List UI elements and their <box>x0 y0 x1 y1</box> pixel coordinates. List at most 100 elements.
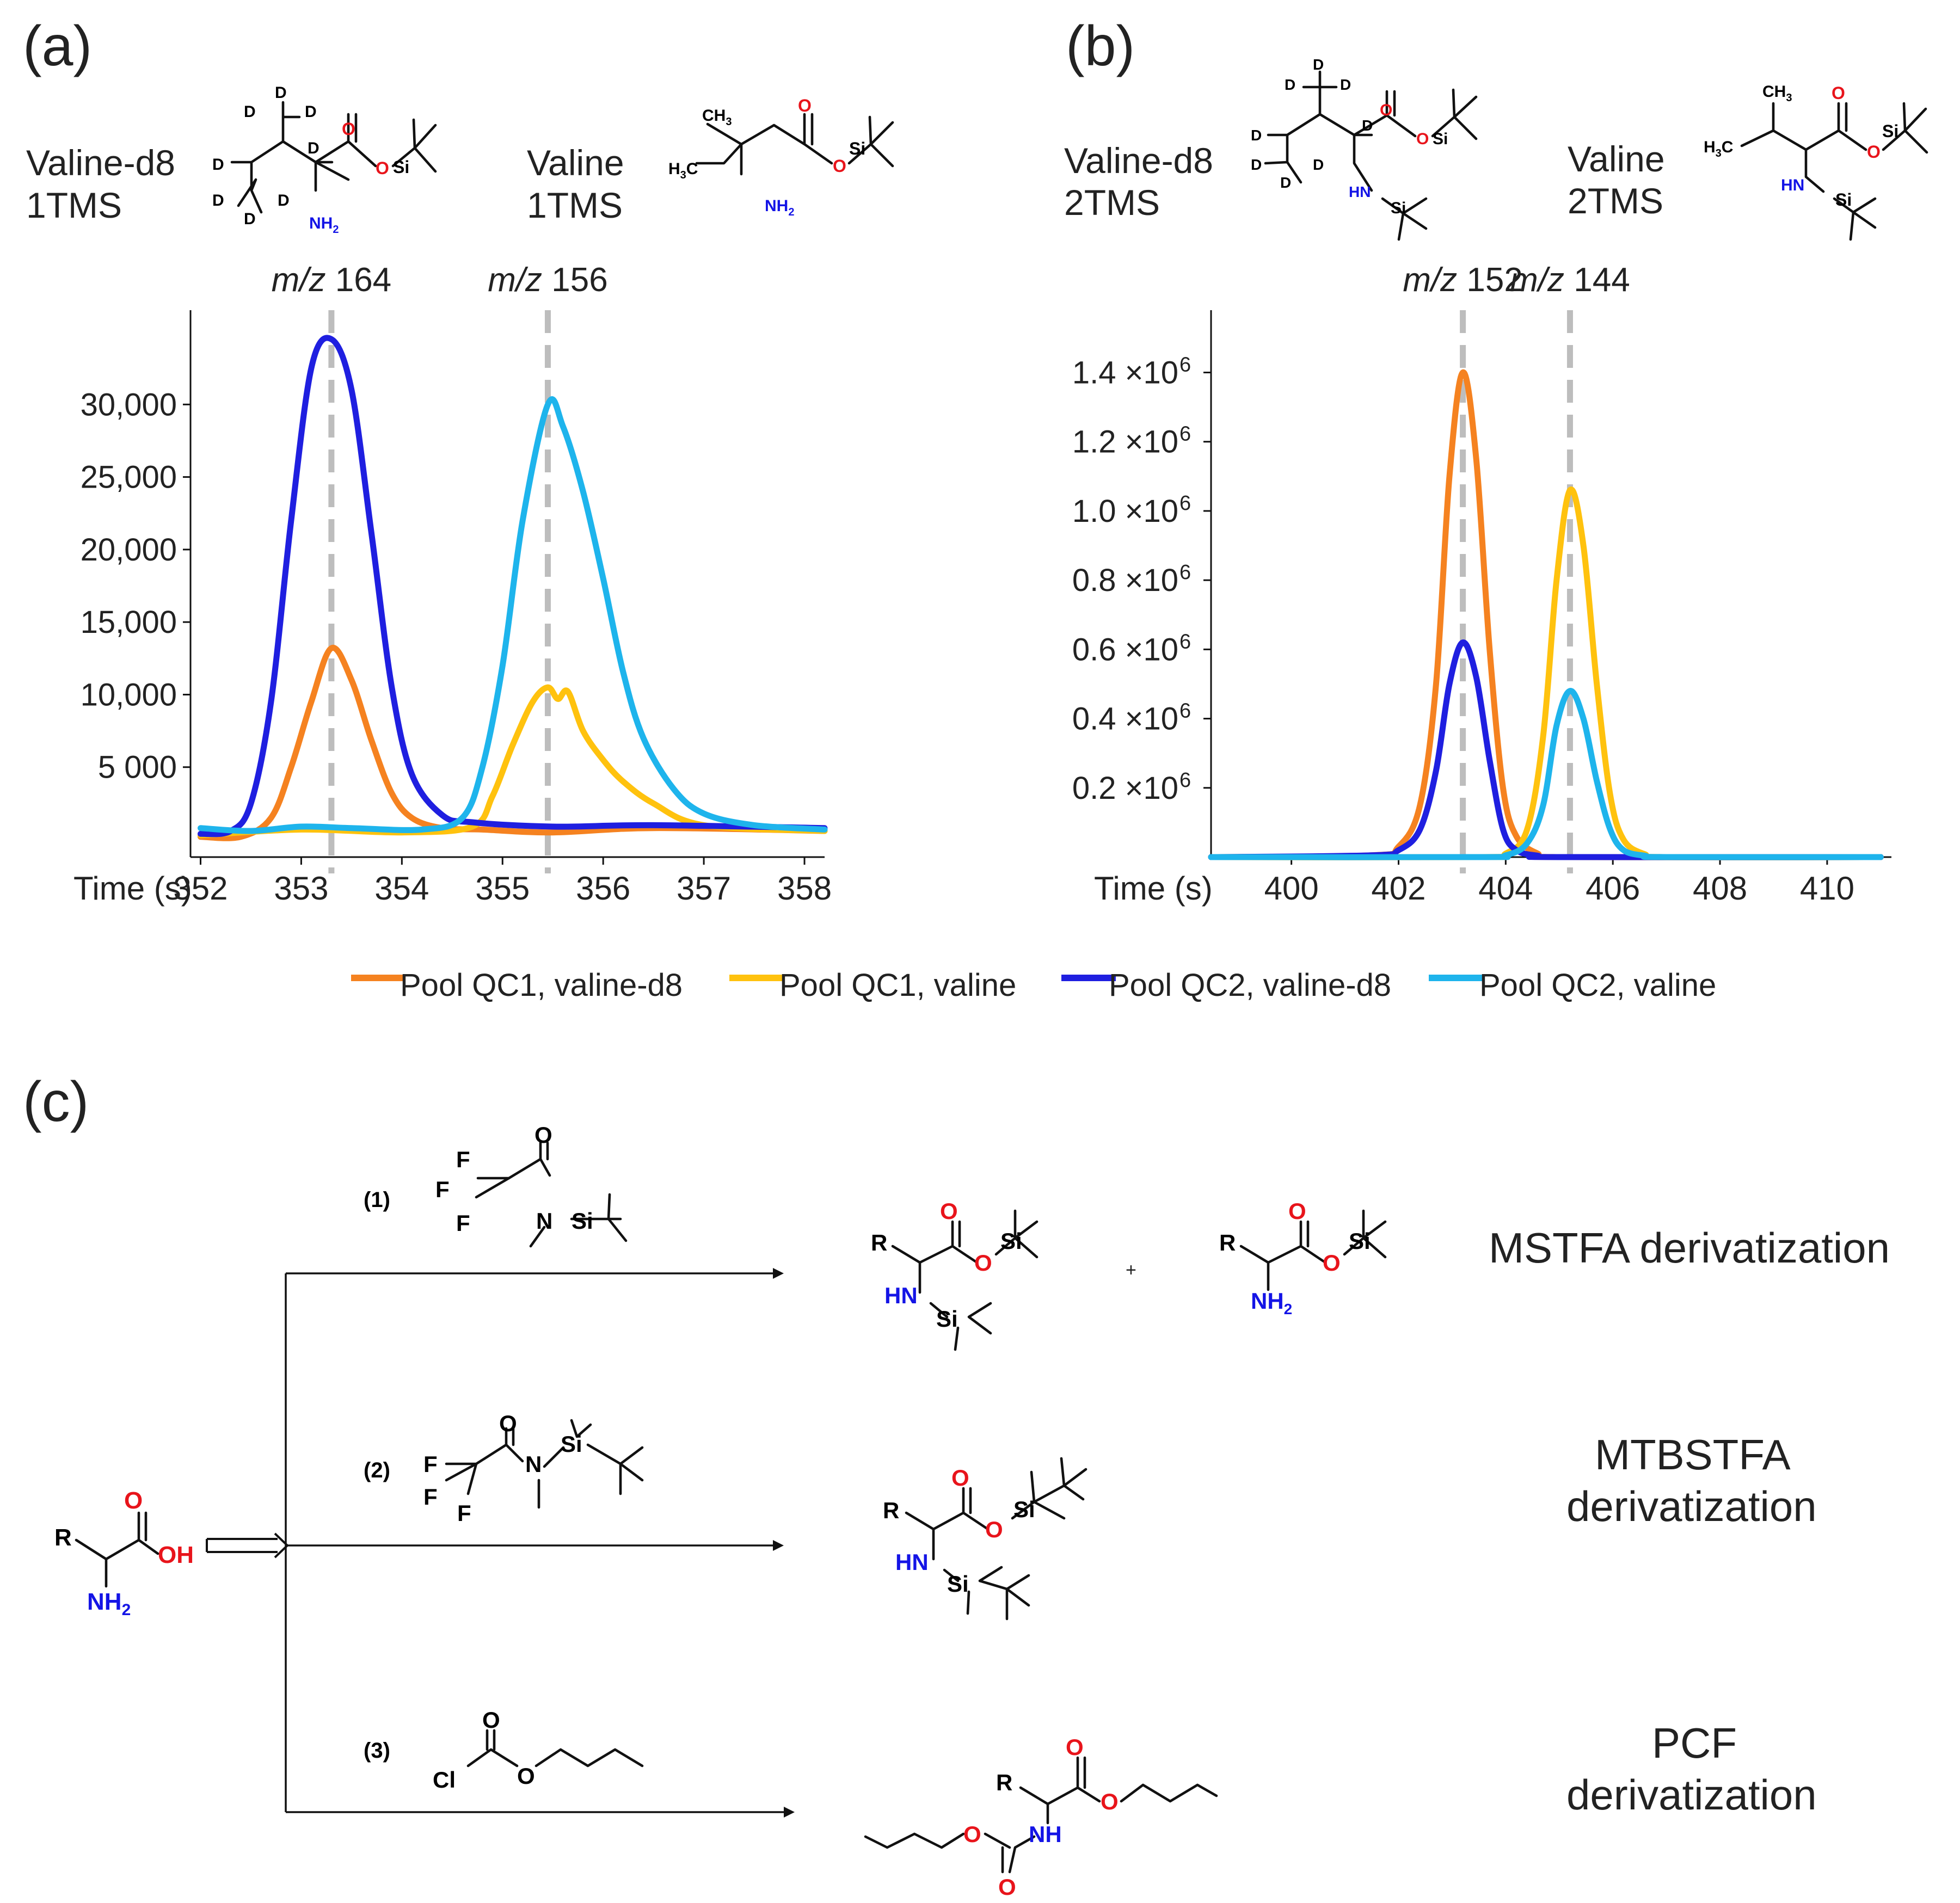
atom-o: O <box>798 96 812 115</box>
atom-d: D <box>278 192 290 210</box>
atom-si: Si <box>1349 1228 1371 1254</box>
atom-h3c: H3C <box>1704 138 1733 159</box>
atom-hn: HN <box>895 1549 929 1575</box>
reagent-mtbstfa: F F F O N Si <box>423 1411 644 1526</box>
series-line <box>198 335 828 837</box>
atom-hn: HN <box>884 1283 918 1308</box>
y-tick-label: 25,000 <box>81 460 177 495</box>
reaction-arrows <box>206 1268 795 1818</box>
x-tick-label: 404 <box>1478 870 1533 907</box>
atom-si: Si <box>1000 1228 1022 1254</box>
y-tick-exponent: 6 <box>1179 561 1191 584</box>
structure-valine-d8-1tms: D D D D D D D D O O Si NH2 <box>212 84 437 236</box>
legend-label: Pool QC2, valine <box>1479 968 1716 1003</box>
y-tick-exponent: 6 <box>1179 353 1191 376</box>
series-line <box>1208 688 1884 860</box>
y-tick-label: 1.2 ×10 <box>1072 424 1178 460</box>
atom-d: D <box>1340 76 1351 93</box>
y-tick-label: 0.6 ×10 <box>1072 632 1178 667</box>
atom-d: D <box>1251 127 1262 144</box>
atom-f: F <box>435 1177 450 1202</box>
chart-a: m/z 164 m/z 156 352 353 354 355 356 357 358 Time … <box>73 261 832 907</box>
atom-si: Si <box>1433 130 1448 148</box>
atom-o: O <box>1380 101 1392 119</box>
reagent-pcf: O Cl O <box>433 1707 644 1793</box>
atom-o: O <box>376 158 389 178</box>
atom-f: F <box>423 1451 438 1477</box>
atom-d: D <box>1313 56 1324 73</box>
compound-a2-name: Valine <box>527 143 624 183</box>
structure-amino-acid: R O OH NH2 <box>54 1487 194 1619</box>
atom-hn: HN <box>1781 176 1804 194</box>
atom-d: D <box>308 139 320 157</box>
atom-r: R <box>996 1770 1012 1795</box>
atom-o: O <box>833 156 846 176</box>
atom-o: O <box>951 1465 969 1491</box>
y-tick-exponent: 6 <box>1179 492 1191 515</box>
y-tick-exponent: 6 <box>1179 423 1191 446</box>
compound-a1-name-2: 1TMS <box>26 185 122 225</box>
atom-d: D <box>244 103 256 121</box>
atom-si: Si <box>1391 199 1406 217</box>
atom-o: O <box>517 1763 535 1789</box>
y-tick-label: 0.4 ×10 <box>1072 701 1178 737</box>
atom-o: O <box>998 1874 1016 1900</box>
compound-b1-name-2: 2TMS <box>1064 182 1160 223</box>
atom-o: O <box>482 1707 500 1733</box>
y-tick-label: 0.2 ×10 <box>1072 771 1178 806</box>
x-tick-label: 410 <box>1800 870 1854 907</box>
legend-label: Pool QC2, valine-d8 <box>1109 968 1391 1003</box>
panel-c: (c) R O OH NH2 (1) (2) (3) <box>23 1070 1890 1900</box>
guide-line-label: m/z 164 <box>272 261 392 299</box>
atom-d: D <box>212 156 224 174</box>
atom-o: O <box>1288 1198 1306 1224</box>
y-tick-label: 15,000 <box>81 605 177 640</box>
x-tick-label: 402 <box>1371 870 1426 907</box>
panel-a-label: (a) <box>23 15 92 78</box>
atom-si: Si <box>572 1208 593 1234</box>
guide-line-label: m/z 152 <box>1403 261 1523 299</box>
atom-o: O <box>1867 142 1881 162</box>
route-3-label: (3) <box>364 1739 390 1763</box>
atom-d: D <box>1280 174 1291 191</box>
panel-c-label: (c) <box>23 1070 89 1134</box>
compound-b1-name: Valine-d8 <box>1064 140 1213 181</box>
series-line <box>198 396 828 834</box>
x-tick-label: 406 <box>1586 870 1640 907</box>
atom-d: D <box>1362 117 1373 134</box>
atom-nh2: NH2 <box>765 197 794 218</box>
x-tick-label: 352 <box>173 870 228 907</box>
atom-f: F <box>457 1500 471 1526</box>
product-mstfa-2tms: R O O Si HN Si <box>871 1198 1039 1351</box>
series-line <box>1208 639 1884 860</box>
panel-a: (a) Valine-d8 1TMS Valine 1TMS D D D D D… <box>23 15 894 907</box>
y-tick-exponent: 6 <box>1179 630 1191 653</box>
series-line <box>198 644 828 841</box>
atom-si: Si <box>936 1306 958 1332</box>
structure-valine-1tms: CH3 H3C O O Si NH2 <box>668 96 894 218</box>
atom-r: R <box>1219 1230 1236 1255</box>
atom-hn: HN <box>1349 183 1371 200</box>
atom-h3c: H3C <box>668 160 698 181</box>
route-3-name: PCF <box>1652 1719 1737 1767</box>
y-tick-label: 5 000 <box>98 750 177 785</box>
atom-nh: NH <box>1029 1821 1062 1847</box>
route-2-label: (2) <box>364 1458 390 1482</box>
reagent-mstfa: F F F O N Si <box>435 1122 628 1248</box>
x-tick-label: 358 <box>777 870 832 907</box>
atom-o: O <box>342 119 355 139</box>
y-tick-exponent: 6 <box>1179 700 1191 723</box>
y-tick-label: 0.8 ×10 <box>1072 563 1178 598</box>
atom-o: O <box>940 1198 958 1224</box>
atom-n: N <box>536 1208 552 1234</box>
atom-o: O <box>1066 1734 1084 1760</box>
atom-d: D <box>244 210 256 228</box>
atom-o: O <box>124 1487 143 1514</box>
compound-a2-name-2: 1TMS <box>527 185 623 225</box>
atom-f: F <box>456 1210 470 1236</box>
atom-ch3: CH3 <box>1762 83 1792 104</box>
atom-nh2: NH2 <box>87 1588 131 1619</box>
y-tick-exponent: 6 <box>1179 769 1191 792</box>
compound-b2-name: Valine <box>1568 139 1665 179</box>
atom-si: Si <box>1835 190 1852 210</box>
